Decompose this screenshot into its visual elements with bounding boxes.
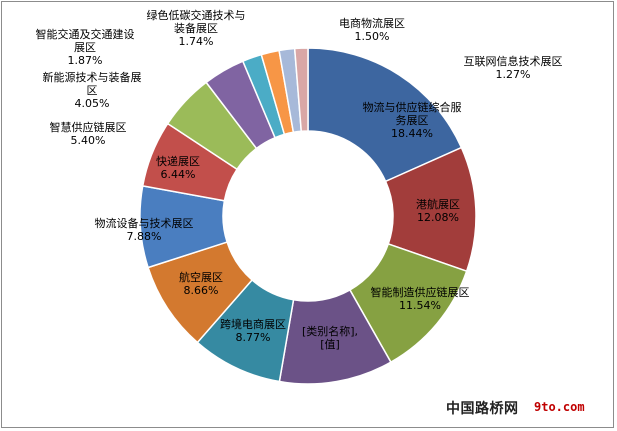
slice-label: 港航展区 12.08% bbox=[416, 197, 460, 224]
slice-label: 物流与供应链综合服务展区 18.44% bbox=[363, 100, 462, 140]
slice-label: 智慧供应链展区 5.40% bbox=[50, 120, 127, 147]
slice-label: 物流设备与技术展区 7.88% bbox=[95, 216, 194, 243]
slice-label: 智能制造供应链展区 11.54% bbox=[371, 285, 470, 312]
slice-label: 电商物流展区 1.50% bbox=[339, 16, 405, 43]
watermark-site-url: 9to.com bbox=[534, 400, 585, 414]
slice-label: 智能交通及交通建设展区 1.87% bbox=[36, 27, 135, 67]
slice-label: 新能源技术与装备展区 4.05% bbox=[43, 70, 142, 110]
slice-label: 快递展区 6.44% bbox=[156, 154, 200, 181]
slice-label: 绿色低碳交通技术与装备展区 1.74% bbox=[147, 8, 246, 48]
donut-slice bbox=[307, 47, 463, 183]
slice-label: 航空展区 8.66% bbox=[179, 270, 223, 297]
donut-slice bbox=[293, 47, 309, 133]
slice-label: 跨境电商展区 8.77% bbox=[220, 317, 286, 344]
slice-label: [类别名称], [值] bbox=[302, 324, 358, 351]
watermark-site-name: 中国路桥网 bbox=[446, 401, 519, 417]
slice-label: 互联网信息技术展区 1.27% bbox=[464, 54, 563, 81]
